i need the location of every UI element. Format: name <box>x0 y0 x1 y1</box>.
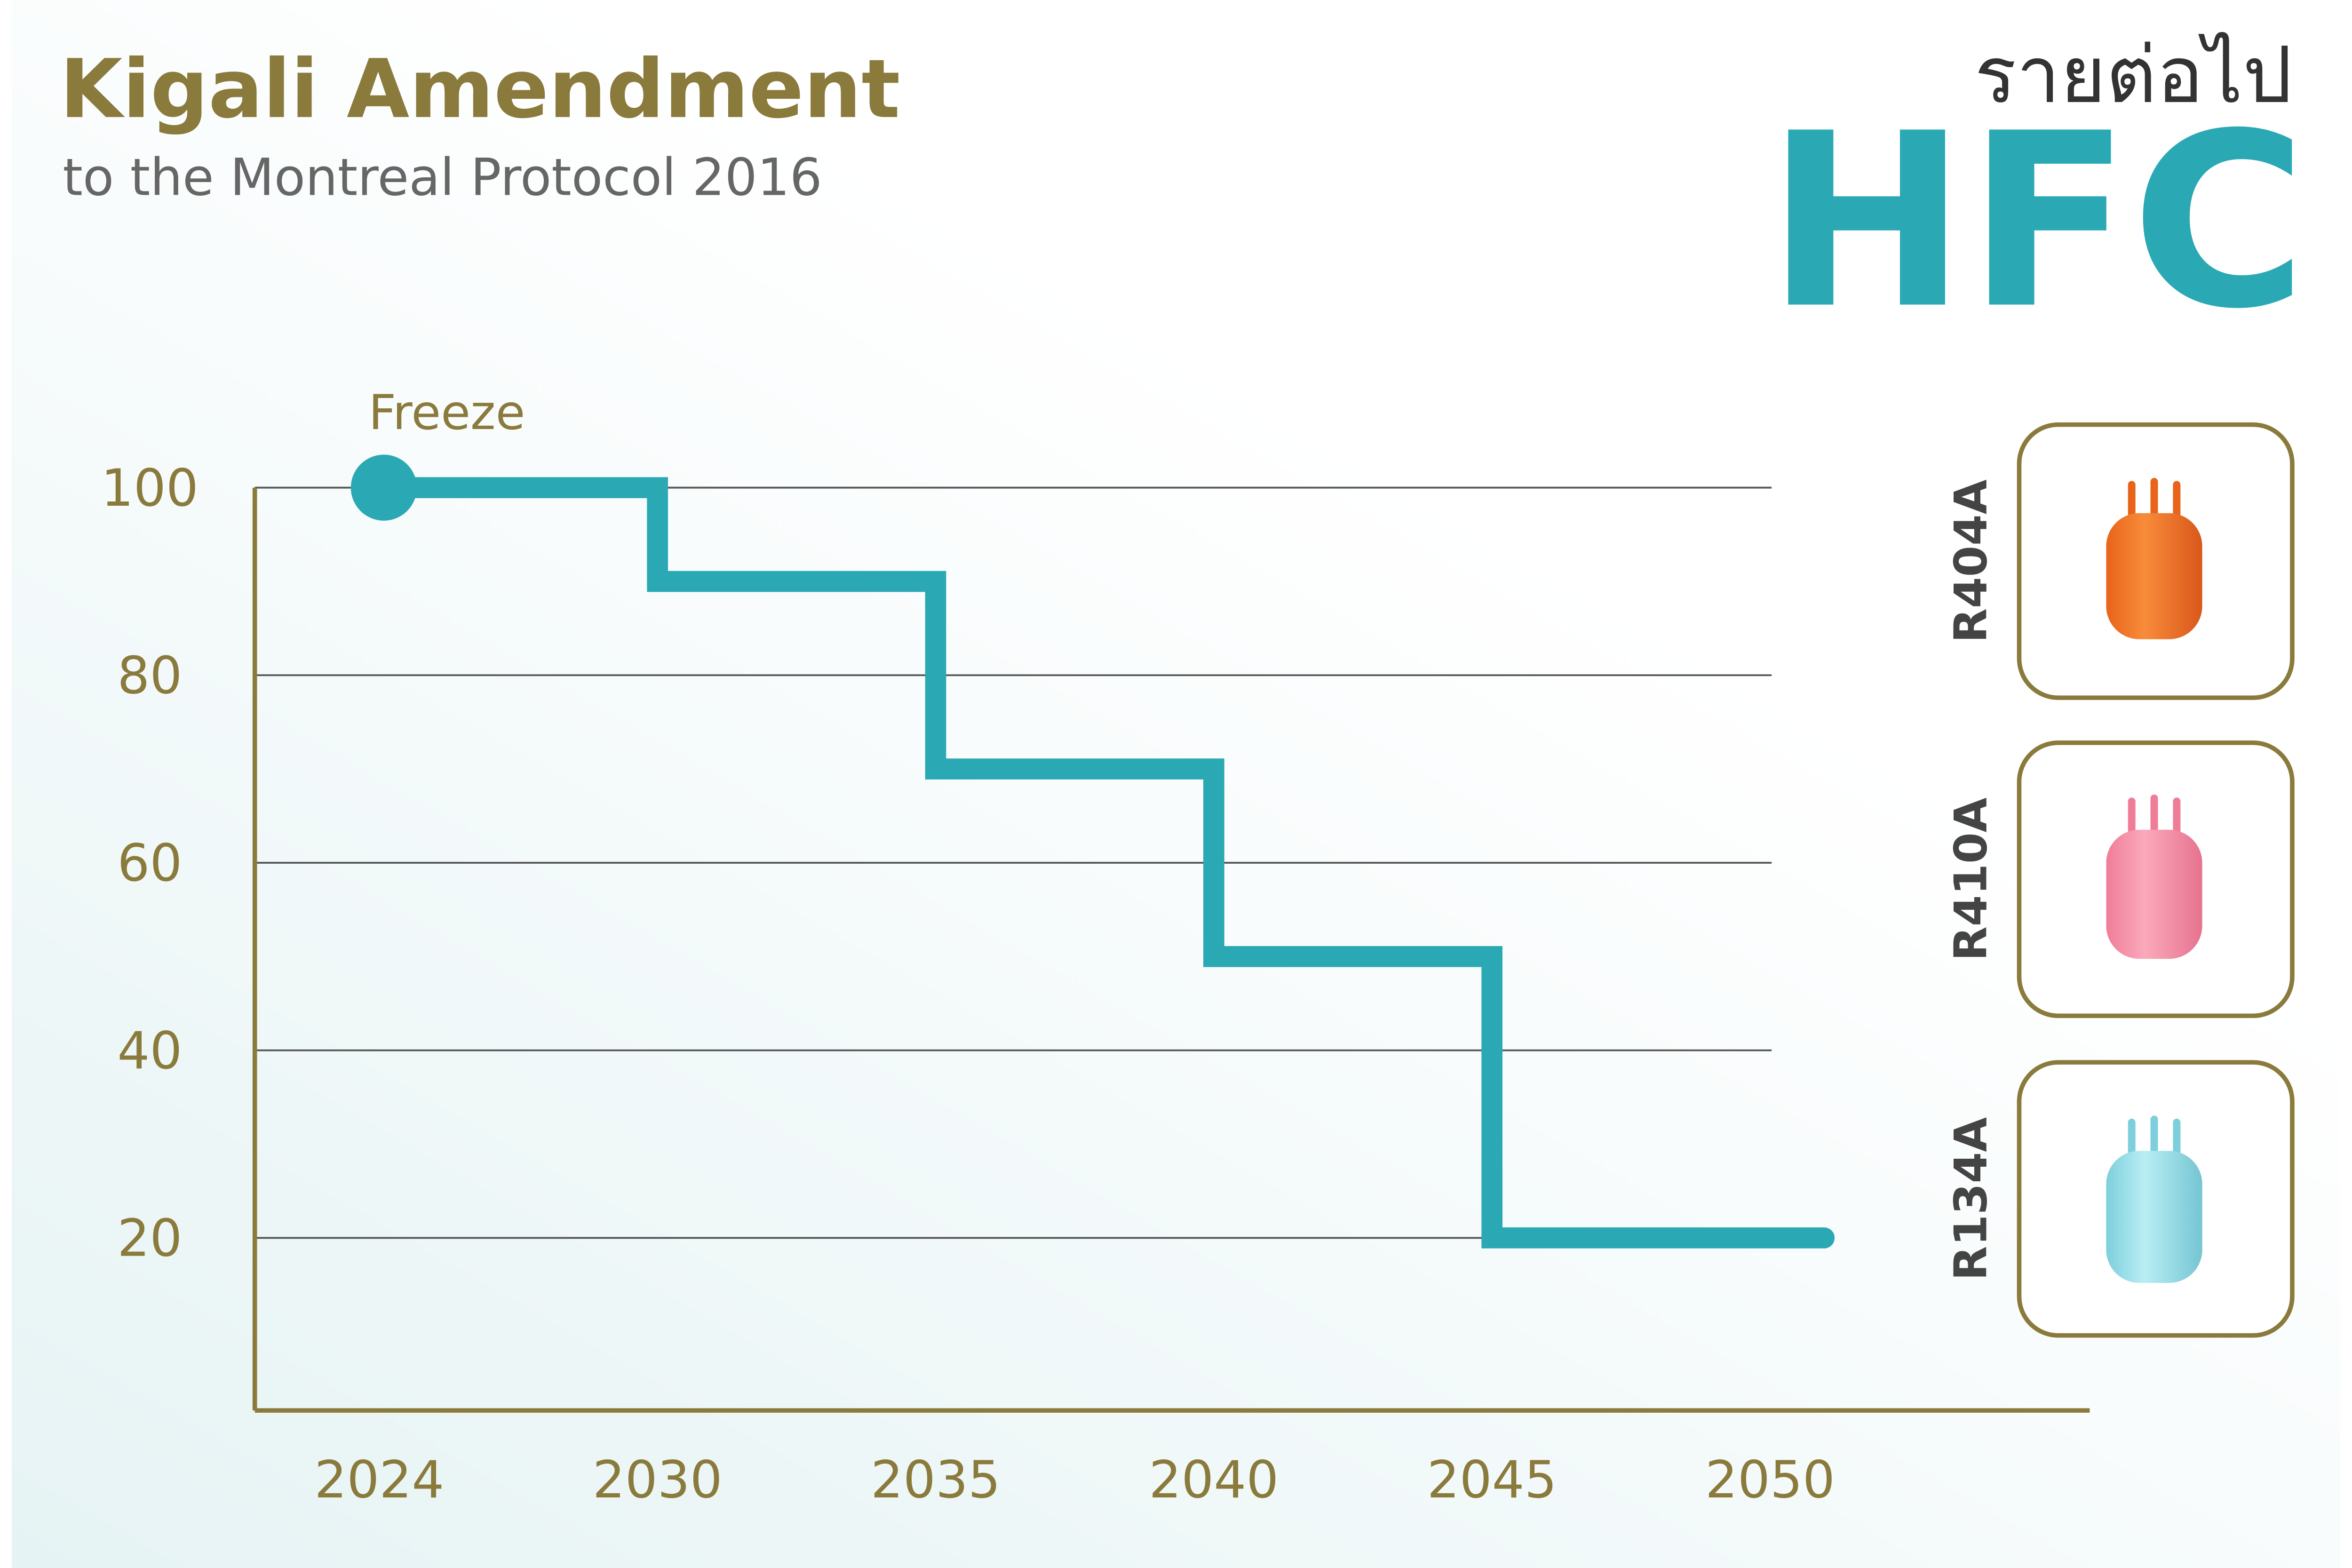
x-tick-label: 2040 <box>1149 1450 1279 1510</box>
refrigerant-label: R410A <box>1944 797 1997 961</box>
cylinder <box>2106 1115 2202 1283</box>
cards <box>2017 422 2295 1338</box>
x-tick-label: 2030 <box>593 1450 723 1510</box>
step-line <box>369 477 1835 1249</box>
y-tick-label: 40 <box>117 1021 182 1081</box>
heading: HFC <box>1766 82 2307 361</box>
x-tick-label: 2035 <box>871 1450 1001 1510</box>
background <box>11 0 2341 1568</box>
cylinder <box>2106 478 2202 639</box>
refrigerant-label: R134A <box>1944 1117 1997 1281</box>
x-tick-label: 2050 <box>1705 1450 1835 1510</box>
subtitle: to the Montreal Protocol 2016 <box>63 148 822 207</box>
y-tick-label: 80 <box>117 646 182 706</box>
cylinder <box>2106 794 2202 959</box>
title: Kigali Amendment <box>60 42 900 136</box>
x-tick-label: 2024 <box>314 1450 444 1510</box>
x-tick-label: 2045 <box>1427 1450 1557 1510</box>
y-tick-label: 20 <box>117 1209 182 1268</box>
y-tick-label: 60 <box>117 833 182 893</box>
start-marker <box>350 454 417 521</box>
tag: รายต่อไป <box>1975 30 2292 121</box>
y-tick-label: 100 <box>101 458 199 518</box>
refrigerant-label: R404A <box>1944 479 1997 643</box>
annotation: Freeze <box>368 385 525 441</box>
